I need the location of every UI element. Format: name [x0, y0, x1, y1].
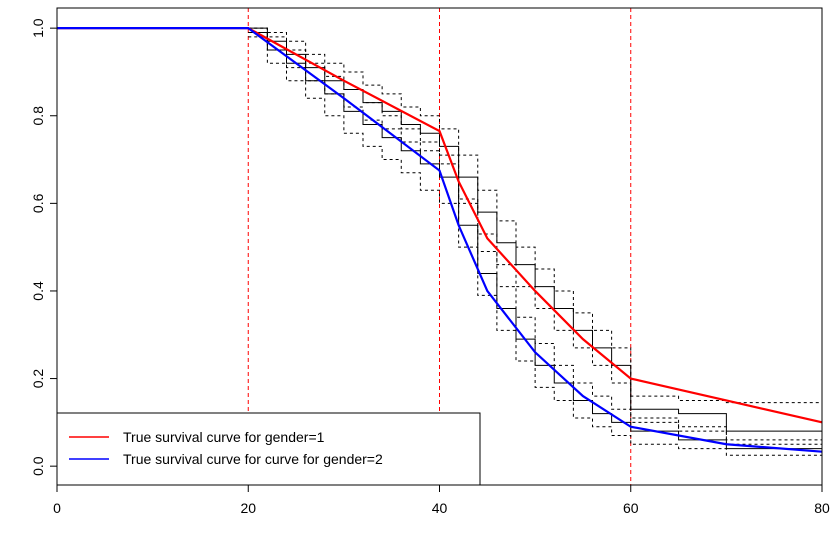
x-tick-label: 80 — [814, 500, 830, 516]
y-tick-label: 0.0 — [30, 456, 46, 476]
line — [57, 27, 823, 424]
y-tick-label: 0.6 — [30, 193, 46, 213]
x-tick-label: 40 — [432, 500, 448, 516]
y-tick-label: 1.0 — [30, 18, 46, 38]
step-curve — [248, 27, 822, 404]
legend-box — [56, 412, 481, 486]
x-tick-label: 0 — [53, 500, 61, 516]
step-curve — [248, 36, 823, 458]
y-tick-label: 0.4 — [30, 281, 46, 301]
y-tick-label: 0.8 — [30, 106, 46, 126]
step-curve — [248, 27, 823, 443]
step-curve — [248, 32, 823, 451]
line — [57, 27, 823, 453]
x-tick-label: 20 — [240, 500, 256, 516]
legend-label: True survival curve for gender=1 — [123, 429, 325, 445]
x-tick-label: 60 — [623, 500, 639, 516]
y-tick-label: 0.2 — [30, 369, 46, 389]
legend-label: True survival curve for curve for gender… — [123, 451, 383, 467]
